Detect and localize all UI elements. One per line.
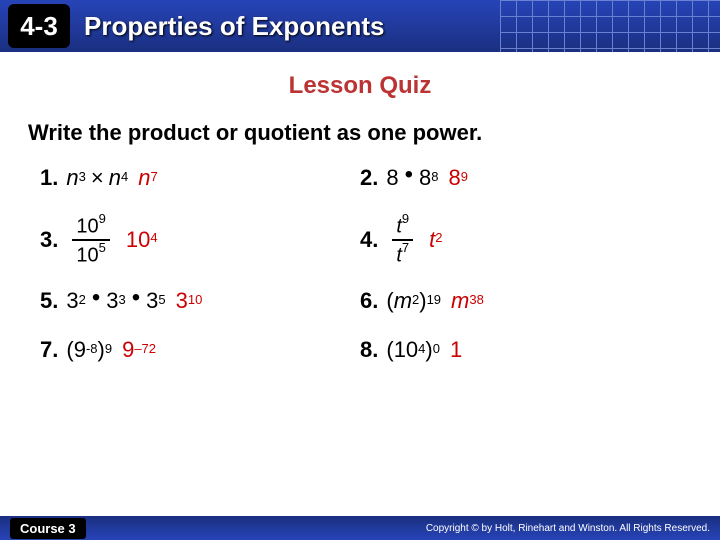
copyright: Copyright © by Holt, Rinehart and Winsto…	[426, 523, 710, 534]
base: 8	[386, 165, 398, 191]
base: n	[109, 165, 121, 191]
answer: m38	[451, 288, 484, 314]
problem-row: 3. 109 105 104 4. t9 t7 t2	[40, 214, 680, 265]
answer: 310	[176, 288, 203, 314]
numerator: 109	[72, 214, 109, 241]
base: 8	[419, 165, 431, 191]
header-grid	[500, 0, 720, 52]
problems: 1. n3 × n4 n7 2. 8 • 88 89 3. 109 105	[40, 164, 680, 363]
problem-1: 1. n3 × n4 n7	[40, 164, 360, 192]
problem-row: 1. n3 × n4 n7 2. 8 • 88 89	[40, 164, 680, 192]
instruction: Write the product or quotient as one pow…	[28, 120, 692, 146]
answer: n7	[138, 165, 157, 191]
answer: t2	[429, 227, 442, 253]
problem-number: 3.	[40, 227, 58, 253]
base: n	[66, 165, 78, 191]
problem-5: 5. 32 • 33 • 35 310	[40, 287, 360, 315]
problem-number: 8.	[360, 337, 378, 363]
slide: 4-3 Properties of Exponents Lesson Quiz …	[0, 0, 720, 540]
answer: 1	[450, 337, 462, 363]
problem-number: 4.	[360, 227, 378, 253]
numerator: t9	[392, 214, 413, 241]
problem-2: 2. 8 • 88 89	[360, 164, 680, 192]
problem-4: 4. t9 t7 t2	[360, 214, 680, 265]
problem-row: 5. 32 • 33 • 35 310 6. (m2)19 m38	[40, 287, 680, 315]
problem-7: 7. (9-8)9 9–72	[40, 337, 360, 363]
problem-number: 6.	[360, 288, 378, 314]
dot-operator: •	[405, 161, 413, 189]
subtitle: Lesson Quiz	[0, 72, 720, 100]
problem-3: 3. 109 105 104	[40, 214, 360, 265]
problem-row: 7. (9-8)9 9–72 8. (104)0 1	[40, 337, 680, 363]
problem-8: 8. (104)0 1	[360, 337, 680, 363]
answer: 89	[449, 165, 468, 191]
course-label: Course 3	[10, 518, 86, 539]
problem-number: 7.	[40, 337, 58, 363]
operator: ×	[91, 165, 104, 191]
problem-number: 1.	[40, 165, 58, 191]
fraction: 109 105	[72, 214, 109, 265]
lesson-title: Properties of Exponents	[84, 11, 385, 42]
exponent: 8	[431, 169, 438, 184]
answer: 9–72	[122, 337, 156, 363]
problem-number: 5.	[40, 288, 58, 314]
denominator: 105	[72, 241, 109, 266]
problem-6: 6. (m2)19 m38	[360, 287, 680, 315]
problem-number: 2.	[360, 165, 378, 191]
footer: Course 3 Copyright © by Holt, Rinehart a…	[0, 516, 720, 540]
answer: 104	[126, 227, 158, 253]
exponent: 4	[121, 169, 128, 184]
fraction: t9 t7	[392, 214, 413, 265]
lesson-badge: 4-3	[8, 4, 70, 48]
denominator: t7	[392, 241, 413, 266]
header: 4-3 Properties of Exponents	[0, 0, 720, 52]
exponent: 3	[79, 169, 86, 184]
